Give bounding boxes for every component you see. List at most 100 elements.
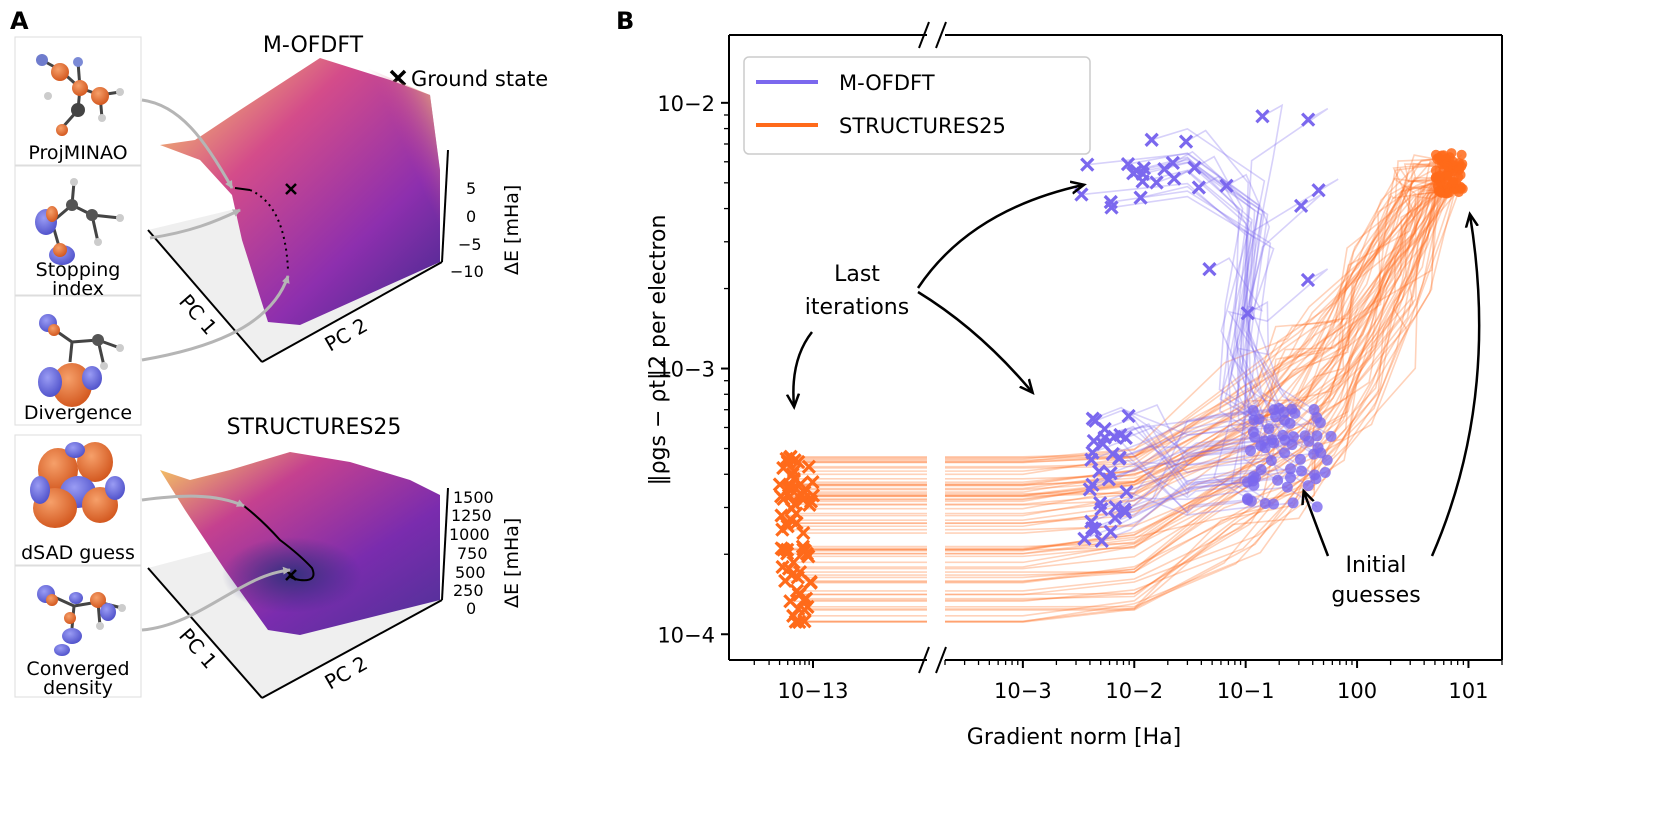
mofdft-final-iteration-mark xyxy=(1085,477,1100,492)
structures25-trajectory xyxy=(790,167,1438,458)
structures25-final-iteration-mark xyxy=(797,614,812,629)
annotation-text-line1: Last xyxy=(834,262,880,287)
structures25-final-iteration-mark xyxy=(805,475,820,490)
mofdft-final-iteration-mark xyxy=(1202,262,1217,277)
structures25-final-iteration-mark xyxy=(780,546,795,561)
gradient-chart: 10−2 10−3 10−4 10−13 10−3 10−2 10−1 100 101 Grad… xyxy=(646,21,1503,750)
mofdft-initial-guess-point xyxy=(1295,465,1307,477)
z-tick: 750 xyxy=(457,544,488,563)
structures25-final-iteration-mark xyxy=(786,471,801,486)
y-tick-label: 10−3 xyxy=(657,358,715,382)
mofdft-final-iteration-mark xyxy=(1301,112,1316,127)
structures25-final-iteration-mark xyxy=(778,573,793,589)
structures25-final-iteration-mark xyxy=(798,591,814,606)
mofdft-trajectory xyxy=(1125,425,1275,457)
structures25-final-iteration-mark xyxy=(796,492,811,507)
mofdft-initial-guess-point xyxy=(1255,440,1267,452)
structures25-trajectory xyxy=(781,154,1463,517)
thumbnail-divergence: Divergence xyxy=(14,295,142,426)
molecule-converged-icon xyxy=(37,585,126,656)
mofdft-trajectory xyxy=(1142,169,1294,438)
structures25-trajectory xyxy=(800,156,1450,485)
structures25-trajectory xyxy=(791,174,1461,510)
mofdft-initial-guess-point xyxy=(1287,497,1299,509)
mofdft-initial-guess-point xyxy=(1319,466,1331,478)
structures25-trajectory xyxy=(787,154,1447,463)
mofdft-final-iteration-mark xyxy=(1133,190,1148,205)
mofdft-trajectory xyxy=(1219,173,1271,421)
mofdft-trajectory xyxy=(1127,152,1273,441)
mofdft-final-iteration-mark xyxy=(1107,429,1122,444)
x-tick-label: 10−13 xyxy=(777,679,848,703)
structures25-trajectory xyxy=(783,163,1445,500)
z-axis xyxy=(441,149,449,263)
mofdft-final-iteration-mark xyxy=(1093,495,1108,511)
mofdft-trajectory xyxy=(1084,475,1254,540)
structures25-trajectory xyxy=(792,157,1438,476)
z-axis xyxy=(441,487,449,601)
mofdft-trajectory xyxy=(1133,161,1319,449)
mofdft-initial-guess-point xyxy=(1285,463,1297,475)
mofdft-final-iteration-mark xyxy=(1219,178,1234,193)
structures25-initial-guess-point xyxy=(1447,177,1458,188)
x-tick-label: 10−3 xyxy=(994,679,1052,703)
x-tick-label: 101 xyxy=(1448,679,1488,703)
structures25-final-iteration-mark xyxy=(796,542,811,557)
structures25-trajectory xyxy=(803,168,1450,534)
structures25-trajectory xyxy=(803,160,1454,501)
structures25-trajectory xyxy=(807,154,1437,608)
annotation-initial-guesses: Initial guesses xyxy=(1304,215,1481,608)
thumbnail-label-line2: density xyxy=(43,677,113,699)
mofdft-initial-guess-point xyxy=(1265,454,1277,466)
structures25-trajectory xyxy=(808,163,1443,468)
z-tick: 1500 xyxy=(453,488,494,507)
thumbnail-dsad-guess: dSAD guess xyxy=(14,434,142,566)
axis-break-marks xyxy=(918,21,947,674)
thumbnail-label: dSAD guess xyxy=(21,542,135,564)
mofdft-initial-guess-point xyxy=(1273,402,1285,414)
structures25-final-iteration-mark xyxy=(786,555,801,570)
mofdft-initial-guess-point xyxy=(1248,414,1260,426)
z-tick: 0 xyxy=(466,599,476,618)
mofdft-initial-guess-point xyxy=(1259,497,1271,509)
mofdft-final-iteration-mark xyxy=(1311,183,1326,198)
mofdft-initial-guess-point xyxy=(1281,481,1293,493)
x-tick-label: 10−2 xyxy=(1105,679,1163,703)
structures25-trajectory xyxy=(789,180,1454,459)
mofdft-trajectory xyxy=(1108,436,1255,481)
structures25-final-iteration-mark xyxy=(786,608,801,623)
mofdft-final-iteration-mark xyxy=(1101,472,1116,487)
mofdft-trajectory xyxy=(1094,480,1254,531)
z-tick: 5 xyxy=(466,179,476,198)
structures25-final-iteration-mark xyxy=(803,574,818,589)
mofdft-final-iteration-mark xyxy=(1187,160,1202,175)
structures25-trajectory xyxy=(806,172,1450,600)
structures25-trajectory xyxy=(802,157,1440,548)
mofdft-final-iteration-mark xyxy=(1080,157,1095,172)
structures25-final-iteration-mark xyxy=(780,455,796,470)
mofdft-trajectory xyxy=(1081,182,1260,420)
structures25-trajectory xyxy=(802,181,1441,496)
thumbnail-label: ProjMINAO xyxy=(28,142,127,164)
thumbnail-label-line2: index xyxy=(52,278,104,300)
thumbnail-converged-density: Converged density xyxy=(14,565,142,699)
structures25-initial-guess-point xyxy=(1442,161,1453,172)
mofdft-trajectory xyxy=(1092,406,1265,454)
mofdft-final-iteration-mark xyxy=(1084,514,1099,529)
optimization-path xyxy=(249,189,289,271)
mofdft-trajectory xyxy=(1111,195,1275,430)
mofdft-final-iteration-mark xyxy=(1112,450,1127,465)
mofdft-final-iteration-mark xyxy=(1118,430,1133,446)
mofdft-final-iteration-mark xyxy=(1167,171,1182,186)
mofdft-initial-guess-point xyxy=(1247,404,1259,416)
mofdft-trajectory xyxy=(1172,150,1309,487)
y-axis-label: ‖ρgs − ρt‖2 per electron xyxy=(646,215,671,486)
surface-title: STRUCTURES25 xyxy=(227,415,402,440)
mofdft-trajectory xyxy=(1095,408,1321,436)
mofdft-trajectory xyxy=(1110,190,1272,505)
structures25-final-iteration-mark xyxy=(790,570,805,585)
mofdft-initial-guess-point xyxy=(1279,447,1291,459)
mofdft-final-iteration-mark xyxy=(1118,505,1133,520)
structures25-trajectory xyxy=(789,188,1457,487)
mofdft-trajectory xyxy=(1119,434,1283,459)
